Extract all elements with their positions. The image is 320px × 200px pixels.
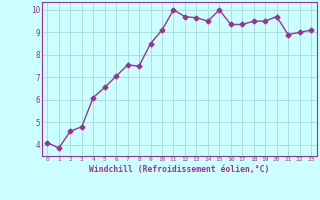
X-axis label: Windchill (Refroidissement éolien,°C): Windchill (Refroidissement éolien,°C): [89, 165, 269, 174]
